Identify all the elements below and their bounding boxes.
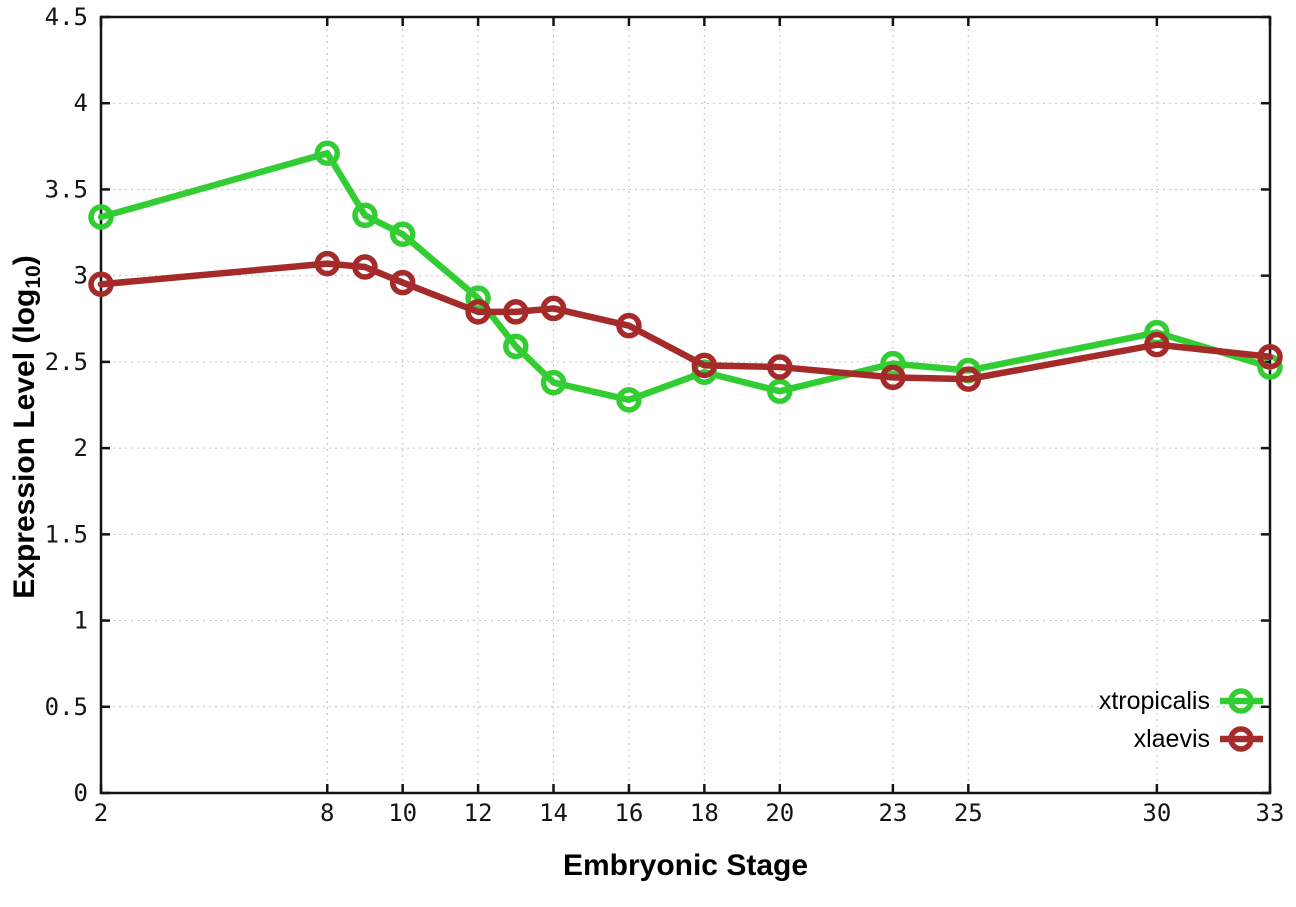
data-point-marker-xlaevis [540,295,567,322]
data-point-marker-xtropicalis [314,140,341,166]
x-tick-label: 12 [464,799,493,827]
x-tick-label: 14 [539,799,568,827]
data-point-marker-xlaevis [503,299,529,325]
y-axis-title: Expression Level (log10) [8,255,46,598]
x-tick-label: 23 [878,799,907,827]
y-tick-label: 1.5 [45,520,88,548]
data-point-marker-xtropicalis [389,221,416,248]
data-point-marker-xlaevis [616,312,642,339]
data-point-marker-xlaevis [880,364,906,391]
x-tick-label: 33 [1256,799,1285,827]
data-point-marker-xtropicalis [352,202,378,229]
y-axis-title-subscript: 10 [22,265,45,289]
y-tick-label: 4.5 [45,3,88,31]
y-tick-label: 0.5 [45,693,88,721]
plot-border [99,15,1272,795]
x-tick-label: 18 [690,799,719,827]
y-tick-label: 2 [74,434,88,462]
data-point-marker-xtropicalis [767,378,793,404]
data-point-marker-xlaevis [465,299,491,325]
legend-label-xlaevis: xlaevis [1134,725,1210,753]
x-tick-label: 2 [94,799,108,827]
data-point-marker-xlaevis [767,354,793,380]
x-tick-label: 25 [954,799,983,827]
x-tick-label: 20 [765,799,794,827]
data-point-marker-xlaevis [352,254,378,280]
data-point-marker-xlaevis [691,352,718,379]
x-tick-label: 16 [614,799,643,827]
legend-marker-xtropicalis [1228,688,1254,714]
y-tick-label: 0 [74,779,88,807]
y-tick-label: 2.5 [45,348,88,376]
legend-label-xtropicalis: xtropicalis [1099,687,1210,715]
data-point-marker-xlaevis [389,269,416,296]
y-tick-label: 3.5 [45,175,88,203]
data-point-marker-xtropicalis [616,387,642,413]
x-tick-label: 8 [320,799,334,827]
x-tick-label: 30 [1142,799,1171,827]
legend-marker-xlaevis [1228,726,1254,752]
x-tick-label: 10 [388,799,417,827]
data-point-marker-xtropicalis [540,369,567,396]
data-point-marker-xtropicalis [503,333,529,360]
y-tick-label: 4 [74,89,88,117]
y-axis-title-close: ) [8,255,41,266]
data-point-marker-xlaevis [955,366,982,392]
data-point-marker-xtropicalis [465,285,491,311]
x-axis-title: Embryonic Stage [562,849,809,882]
data-point-marker-xlaevis [1144,331,1170,358]
data-point-marker-xlaevis [1257,343,1283,370]
y-tick-label: 3 [74,262,88,290]
y-axis-title-text: Expression Level (log [8,288,41,599]
data-point-marker-xlaevis [88,271,114,298]
series-line-xtropicalis [97,149,1274,404]
data-point-marker-xtropicalis [88,204,114,230]
data-point-marker-xlaevis [314,250,341,277]
y-tick-label: 1 [74,607,88,635]
data-point-marker-xtropicalis [880,350,906,377]
